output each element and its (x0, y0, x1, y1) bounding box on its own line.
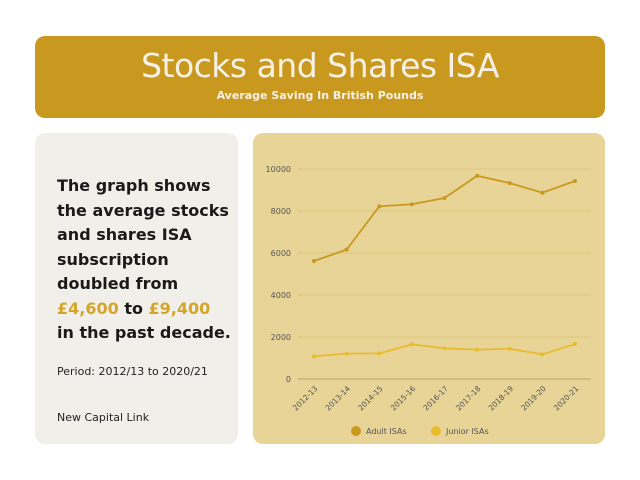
data-point (540, 352, 545, 357)
from-value: £4,600 (57, 298, 119, 318)
summary-text-start: The graph shows the average stocks and s… (57, 176, 229, 293)
data-point (442, 346, 447, 351)
data-point (344, 247, 349, 252)
data-point (507, 346, 512, 351)
data-point (377, 351, 382, 356)
x-tick-label: 2017-18 (454, 384, 483, 413)
source-label: New Capital Link (57, 411, 150, 424)
x-tick-label: 2012-13 (291, 384, 320, 413)
data-point (475, 347, 480, 352)
x-tick-label: 2014-15 (356, 384, 385, 413)
x-tick-label: 2018-19 (487, 384, 516, 413)
legend-label: Junior ISAs (445, 427, 489, 436)
chart-card: 0 2000 4000 6000 8000 10000 2012-13 2013-14 2014… (253, 133, 605, 444)
x-tick-label: 2016-17 (421, 384, 450, 413)
legend-marker (351, 426, 361, 436)
data-point (312, 354, 316, 359)
legend-label: Adult ISAs (366, 427, 407, 436)
series-line (313, 174, 576, 262)
data-point (409, 342, 414, 347)
summary-text: The graph shows the average stocks and s… (57, 174, 232, 346)
summary-card: The graph shows the average stocks and s… (35, 133, 238, 444)
x-tick-label: 2013-14 (324, 384, 353, 413)
data-point (573, 178, 577, 183)
to-value: £9,400 (148, 298, 211, 318)
y-tick-label: 0 (286, 375, 291, 384)
x-tick-label: 2015-16 (389, 384, 418, 413)
data-point (475, 173, 480, 178)
y-tick-label: 10000 (266, 165, 291, 174)
x-tick-label: 2020-21 (552, 384, 581, 413)
page-subtitle: Average Saving In British Pounds (216, 89, 424, 102)
y-tick-label: 4000 (271, 291, 291, 300)
summary-text-end: in the past decade. (57, 323, 231, 342)
y-tick-label: 8000 (271, 207, 291, 216)
data-point (344, 351, 349, 356)
x-tick-label: 2019-20 (519, 384, 548, 413)
data-point (442, 195, 447, 200)
data-point (507, 181, 512, 186)
data-point (540, 190, 545, 195)
line-chart: 0 2000 4000 6000 8000 10000 2012-13 2013-14 2014… (266, 165, 591, 436)
data-point (312, 258, 316, 263)
y-tick-label: 6000 (271, 249, 291, 258)
period-label: Period: 2012/13 to 2020/21 (57, 365, 208, 378)
summary-text-middle: to (118, 298, 149, 318)
page-title: Stocks and Shares ISA (141, 46, 499, 85)
data-point (573, 341, 577, 346)
legend-marker (431, 426, 441, 436)
y-tick-label: 2000 (271, 333, 291, 342)
header-banner: Stocks and Shares ISA Average Saving In … (35, 36, 605, 118)
data-point (377, 204, 382, 209)
data-point (409, 202, 414, 207)
